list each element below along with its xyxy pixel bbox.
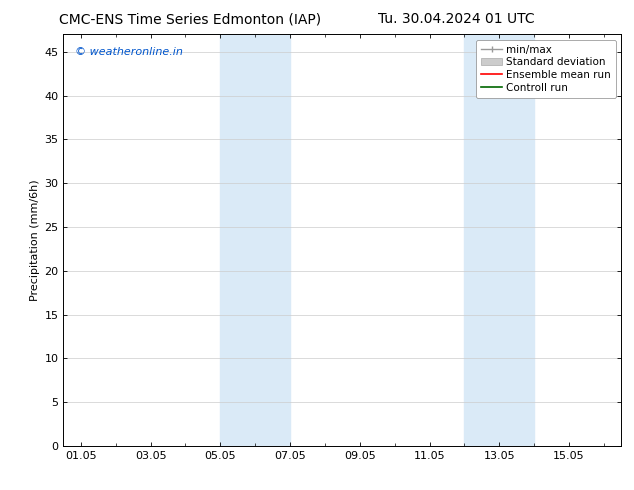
- Legend: min/max, Standard deviation, Ensemble mean run, Controll run: min/max, Standard deviation, Ensemble me…: [476, 40, 616, 98]
- Text: © weatheronline.in: © weatheronline.in: [75, 47, 183, 57]
- Bar: [221, 34, 290, 446]
- Bar: [464, 34, 534, 446]
- Y-axis label: Precipitation (mm/6h): Precipitation (mm/6h): [30, 179, 40, 301]
- Text: CMC-ENS Time Series Edmonton (IAP): CMC-ENS Time Series Edmonton (IAP): [59, 12, 321, 26]
- Text: Tu. 30.04.2024 01 UTC: Tu. 30.04.2024 01 UTC: [378, 12, 535, 26]
